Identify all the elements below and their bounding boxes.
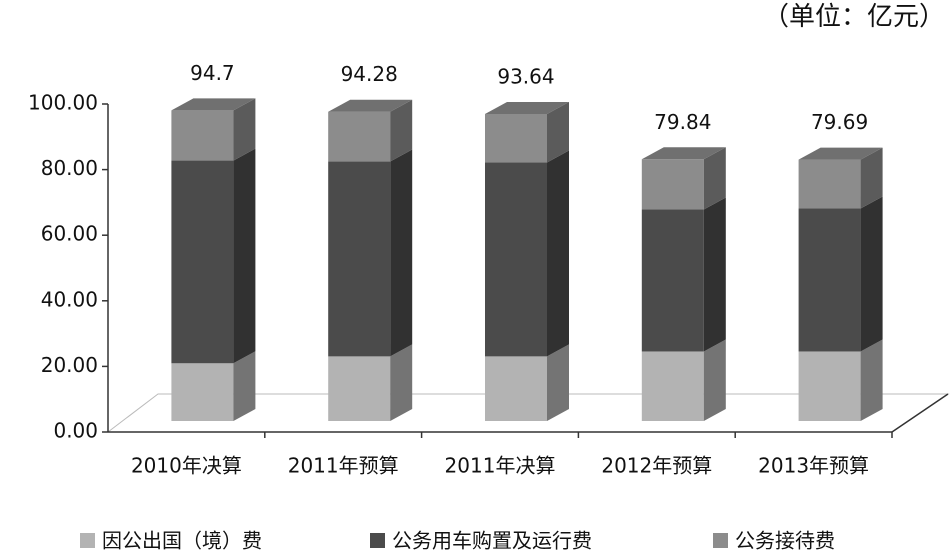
bar-segment <box>641 351 704 421</box>
y-tick-label: 0.00 <box>53 419 98 443</box>
bar-side <box>233 351 256 421</box>
legend-swatch <box>713 533 728 548</box>
bar-top <box>328 99 413 112</box>
x-tick-label: 2011年预算 <box>288 454 399 478</box>
x-tick-label: 2010年决算 <box>131 454 242 478</box>
unit-note: （单位：亿元） <box>763 2 945 32</box>
bar-side <box>860 147 883 209</box>
bar-side <box>547 150 569 357</box>
legend-swatch <box>370 533 385 548</box>
bar-side <box>703 197 726 352</box>
bar-top <box>641 147 726 160</box>
bar-segment <box>641 209 704 352</box>
bar-segment <box>171 160 234 364</box>
bar-side <box>547 344 569 421</box>
bar-side <box>547 101 569 163</box>
y-tick-label: 40.00 <box>41 287 98 311</box>
bar-segment <box>171 363 234 421</box>
bar-segment <box>171 110 234 161</box>
legend-label: 公务用车购置及运行费 <box>392 529 592 553</box>
y-tick-label: 100.00 <box>28 91 98 115</box>
total-label: 94.28 <box>341 62 398 86</box>
floor-edge <box>891 393 949 433</box>
bar-segment <box>485 113 547 163</box>
x-tick-label: 2011年决算 <box>445 454 556 478</box>
bar-side <box>390 149 413 357</box>
bar-top <box>485 101 569 114</box>
bar-segment <box>328 111 391 162</box>
bar-side <box>860 196 883 352</box>
bar-top <box>798 147 883 160</box>
bar-segment <box>641 159 704 210</box>
legend-label: 因公出国（境）费 <box>102 529 262 553</box>
total-label: 79.69 <box>811 110 868 134</box>
bar-side <box>703 147 726 210</box>
bar-side <box>703 339 726 421</box>
legend-label: 公务接待费 <box>735 529 835 553</box>
bar-segment <box>798 159 861 209</box>
bar-segment <box>485 162 547 357</box>
bar-segment <box>798 351 861 421</box>
bar-top <box>171 98 256 111</box>
bar-segment <box>328 356 391 421</box>
x-tick-label: 2012年预算 <box>601 454 712 478</box>
bar-side <box>390 99 413 162</box>
bar-side <box>233 98 256 161</box>
bar-side <box>390 344 413 421</box>
y-tick-label: 20.00 <box>41 353 98 377</box>
x-tick-label: 2013年预算 <box>758 454 869 478</box>
bar-segment <box>798 208 861 352</box>
total-label: 93.64 <box>497 64 554 88</box>
y-tick-label: 60.00 <box>41 222 98 246</box>
total-label: 94.7 <box>190 61 235 85</box>
total-label: 79.84 <box>654 110 711 134</box>
bar-side <box>233 148 256 364</box>
y-tick-label: 80.00 <box>41 156 98 180</box>
legend-swatch <box>80 533 95 548</box>
bar-side <box>860 339 883 421</box>
bar-segment <box>485 356 547 421</box>
bar-segment <box>328 161 391 357</box>
